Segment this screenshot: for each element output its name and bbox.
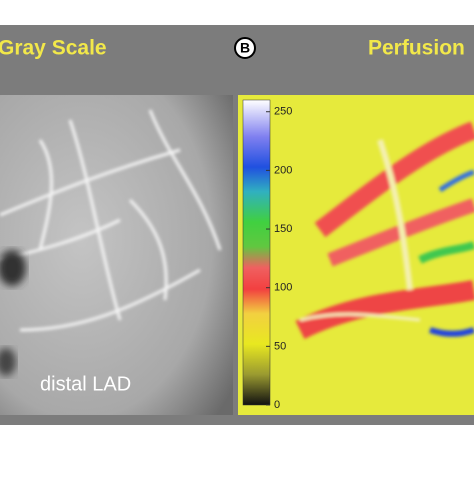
badge-circle [234,37,256,59]
left-title: Gray Scale [0,37,107,60]
annotation: distal LAD [40,373,131,395]
colorbar-tick-label: 150 [274,223,292,235]
grayscale-image: distal LAD [0,95,233,415]
colorbar [242,99,271,406]
right-title: Perfusion [368,37,465,60]
perfusion-image: 0 50 100 150 200 250 [238,95,474,415]
colorbar-tick-label: 250 [274,106,292,118]
colorbar-tick-label: 100 [274,282,292,294]
colorbar-tick-label: 0 [274,399,280,411]
colorbar-tick-label: 50 [274,340,286,352]
badge: B [240,40,250,56]
colorbar-tick-label: 200 [274,164,292,176]
